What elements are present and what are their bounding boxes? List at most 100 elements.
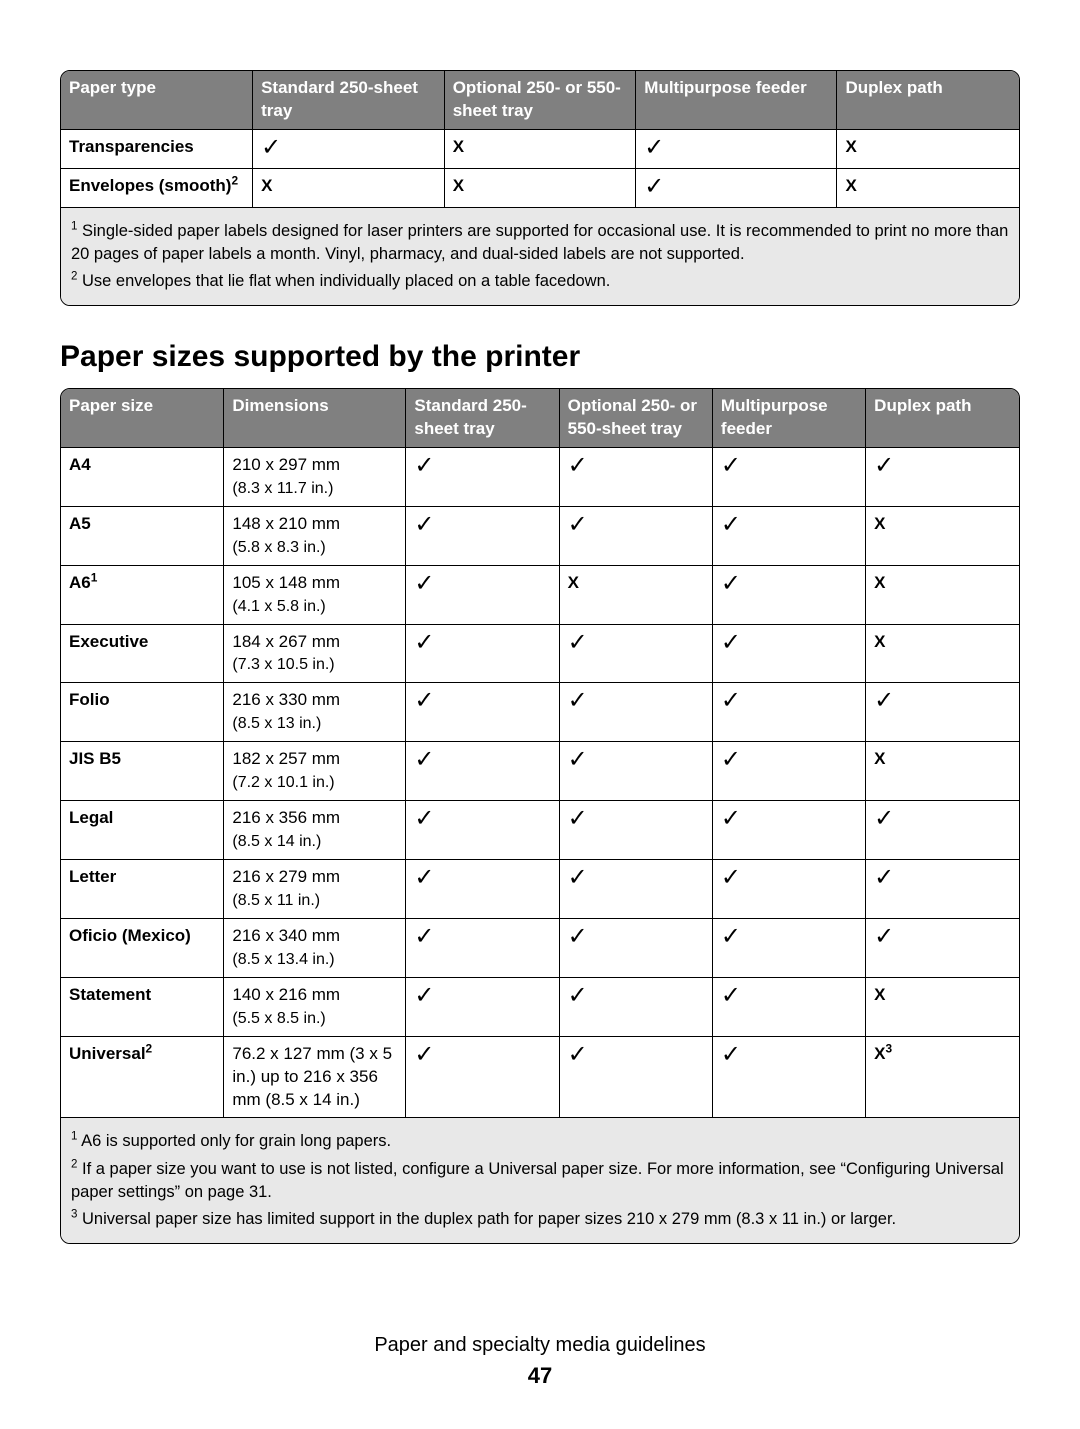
row-label: A5 (61, 506, 224, 565)
table-row: Folio216 x 330 mm(8.5 x 13 in.) ✓ ✓ ✓ ✓ (61, 683, 1019, 742)
table-row: Executive184 x 267 mm(7.3 x 10.5 in.)✓✓✓… (61, 624, 1019, 683)
table-cell: X (866, 506, 1019, 565)
table-cell: ✓ (712, 860, 865, 919)
x-icon: X (568, 573, 579, 592)
table-row: Legal216 x 356 mm(8.5 x 14 in.)✓✓✓✓ (61, 801, 1019, 860)
table-cell: X (866, 565, 1019, 624)
table-cell: ✓ (866, 447, 1019, 506)
col-header: Duplex path (866, 389, 1019, 447)
table-cell: ✓ (406, 683, 559, 742)
col-header: Duplex path (837, 71, 1019, 129)
check-icon: ✓ (414, 511, 434, 538)
check-icon: ✓ (721, 982, 741, 1009)
row-label: A4 (61, 447, 224, 506)
table-cell: ✓ (406, 742, 559, 801)
table-cell: ✓ (866, 860, 1019, 919)
col-header: Dimensions (224, 389, 406, 447)
table-cell: ✓ (406, 977, 559, 1036)
check-icon: ✓ (721, 452, 741, 479)
table-row: Transparencies✓X✓X (61, 129, 1019, 168)
table-cell: ✓ (866, 918, 1019, 977)
table-cell: ✓ (866, 683, 1019, 742)
table-row: Letter216 x 279 mm(8.5 x 11 in.)✓✓✓✓ (61, 860, 1019, 919)
x-icon: X (874, 632, 885, 651)
dimensions-cell: 184 x 267 mm(7.3 x 10.5 in.) (224, 624, 406, 683)
dimensions-cell: 76.2 x 127 mm (3 x 5 in.) up to 216 x 35… (224, 1036, 406, 1118)
check-icon: ✓ (644, 173, 664, 200)
paper-type-table: Paper type Standard 250-sheet tray Optio… (61, 71, 1019, 305)
table-row: A4210 x 297 mm(8.3 x 11.7 in.)✓✓✓✓ (61, 447, 1019, 506)
table-row: Statement140 x 216 mm(5.5 x 8.5 in.)✓✓✓X (61, 977, 1019, 1036)
x-icon: X (845, 176, 856, 195)
page-footer-section: Paper and specialty media guidelines (60, 1334, 1020, 1357)
table-cell: ✓ (559, 683, 712, 742)
dimensions-cell: 216 x 279 mm(8.5 x 11 in.) (224, 860, 406, 919)
table-cell: ✓ (406, 624, 559, 683)
check-icon: ✓ (414, 687, 434, 714)
table-row: A5148 x 210 mm(5.8 x 8.3 in.)✓✓✓X (61, 506, 1019, 565)
row-label: Letter (61, 860, 224, 919)
check-icon: ✓ (568, 923, 588, 950)
check-icon: ✓ (721, 570, 741, 597)
table-cell: ✓ (636, 129, 837, 168)
table-cell: ✓ (712, 447, 865, 506)
col-header: Standard 250-sheet tray (253, 71, 445, 129)
table-cell: ✓ (406, 801, 559, 860)
check-icon: ✓ (568, 687, 588, 714)
dimensions-cell: 216 x 330 mm(8.5 x 13 in.) (224, 683, 406, 742)
page-number: 47 (60, 1363, 1020, 1389)
table-cell: ✓ (559, 447, 712, 506)
row-label: A61 (61, 565, 224, 624)
table-footnotes: 1 Single-sided paper labels designed for… (61, 207, 1019, 305)
x-icon: X (453, 137, 464, 156)
section-title: Paper sizes supported by the printer (60, 340, 1020, 374)
table-cell: ✓ (559, 1036, 712, 1118)
check-icon: ✓ (414, 746, 434, 773)
footnote: 2 Use envelopes that lie flat when indiv… (71, 270, 1009, 293)
table-cell: X (444, 168, 636, 207)
table-cell: ✓ (866, 801, 1019, 860)
row-label: Envelopes (smooth)2 (61, 168, 253, 207)
check-icon: ✓ (414, 452, 434, 479)
check-icon: ✓ (874, 452, 894, 479)
check-icon: ✓ (414, 805, 434, 832)
check-icon: ✓ (414, 1041, 434, 1068)
table-cell: ✓ (559, 506, 712, 565)
table-cell: X (444, 129, 636, 168)
table-row: Envelopes (smooth)2XX✓X (61, 168, 1019, 207)
table-cell: ✓ (712, 565, 865, 624)
check-icon: ✓ (874, 805, 894, 832)
table-cell: ✓ (712, 624, 865, 683)
table-cell: ✓ (559, 918, 712, 977)
table-cell: X (837, 129, 1019, 168)
col-header: Paper size (61, 389, 224, 447)
paper-size-table: Paper size Dimensions Standard 250-sheet… (61, 389, 1019, 1243)
check-icon: ✓ (721, 687, 741, 714)
check-icon: ✓ (414, 864, 434, 891)
table-row: JIS B5182 x 257 mm(7.2 x 10.1 in.)✓✓✓X (61, 742, 1019, 801)
paper-size-table-wrapper: Paper size Dimensions Standard 250-sheet… (60, 388, 1020, 1244)
dimensions-cell: 216 x 340 mm(8.5 x 13.4 in.) (224, 918, 406, 977)
table-cell: ✓ (406, 1036, 559, 1118)
dimensions-cell: 182 x 257 mm(7.2 x 10.1 in.) (224, 742, 406, 801)
check-icon: ✓ (568, 982, 588, 1009)
table-cell: ✓ (406, 447, 559, 506)
table-cell: ✓ (712, 977, 865, 1036)
row-label: Universal2 (61, 1036, 224, 1118)
check-icon: ✓ (874, 687, 894, 714)
dimensions-cell: 105 x 148 mm(4.1 x 5.8 in.) (224, 565, 406, 624)
table-cell: X (559, 565, 712, 624)
col-header: Multipurpose feeder (712, 389, 865, 447)
table-cell: ✓ (559, 742, 712, 801)
check-icon: ✓ (721, 805, 741, 832)
table-cell: ✓ (712, 742, 865, 801)
x-icon: X (874, 573, 885, 592)
check-icon: ✓ (568, 511, 588, 538)
table-cell: ✓ (636, 168, 837, 207)
table-header-row: Paper size Dimensions Standard 250-sheet… (61, 389, 1019, 447)
check-icon: ✓ (568, 1041, 588, 1068)
table-row: Oficio (Mexico)216 x 340 mm(8.5 x 13.4 i… (61, 918, 1019, 977)
check-icon: ✓ (568, 746, 588, 773)
x-icon: X (874, 749, 885, 768)
row-label: Folio (61, 683, 224, 742)
